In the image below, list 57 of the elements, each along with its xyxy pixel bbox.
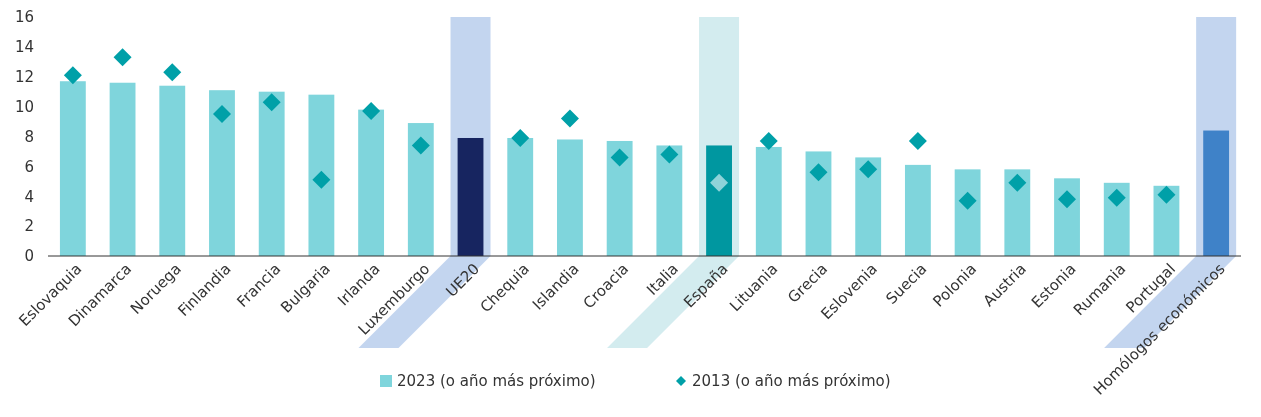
- bar: [59, 81, 86, 256]
- legend-label: 2023 (o año más próximo): [397, 372, 596, 391]
- point: [610, 148, 629, 167]
- point: [511, 128, 530, 147]
- bar: [1203, 130, 1230, 256]
- legend-label: 2013 (o año más próximo): [692, 372, 891, 391]
- bar: [706, 145, 732, 256]
- bar: [855, 157, 882, 256]
- point: [63, 66, 82, 85]
- bar: [954, 169, 981, 256]
- point: [113, 48, 132, 67]
- point: [560, 109, 579, 128]
- point: [262, 93, 281, 112]
- point: [362, 102, 381, 121]
- bar: [209, 90, 235, 256]
- y-tick-label: 8: [24, 127, 34, 146]
- bar: [258, 91, 285, 256]
- bar: [358, 109, 385, 256]
- bar: [1153, 185, 1180, 256]
- bar: [308, 94, 335, 256]
- point: [759, 131, 778, 150]
- point: [710, 173, 729, 192]
- y-tick-label: 4: [24, 187, 34, 206]
- bar: [805, 151, 832, 256]
- bar: [1103, 182, 1130, 256]
- point: [809, 163, 828, 182]
- bar: [1054, 178, 1080, 256]
- point: [908, 131, 927, 150]
- bar: [904, 164, 931, 256]
- point: [1008, 173, 1027, 192]
- bar: [656, 145, 683, 256]
- bar: [1004, 169, 1031, 256]
- bar: [407, 123, 434, 256]
- point: [163, 63, 182, 82]
- bar: [159, 85, 186, 256]
- bar: [755, 146, 782, 256]
- y-tick-label: 0: [24, 247, 34, 266]
- point: [212, 105, 231, 124]
- point: [1107, 188, 1126, 207]
- point: [1058, 190, 1077, 209]
- y-tick-label: 2: [24, 217, 34, 236]
- bar: [557, 139, 583, 256]
- y-tick-label: 16: [14, 8, 34, 27]
- point: [958, 191, 977, 210]
- point: [312, 170, 331, 189]
- point: [660, 145, 679, 164]
- bar: [606, 140, 633, 256]
- y-tick-label: 12: [14, 68, 34, 86]
- point: [859, 160, 878, 179]
- y-tick-label: 6: [24, 157, 34, 176]
- point: [1157, 185, 1176, 204]
- bar: [109, 82, 136, 256]
- point: [411, 136, 430, 155]
- y-tick-label: 10: [14, 97, 34, 116]
- bar: [507, 137, 534, 256]
- bar: [457, 137, 484, 256]
- y-tick-label: 14: [14, 38, 34, 57]
